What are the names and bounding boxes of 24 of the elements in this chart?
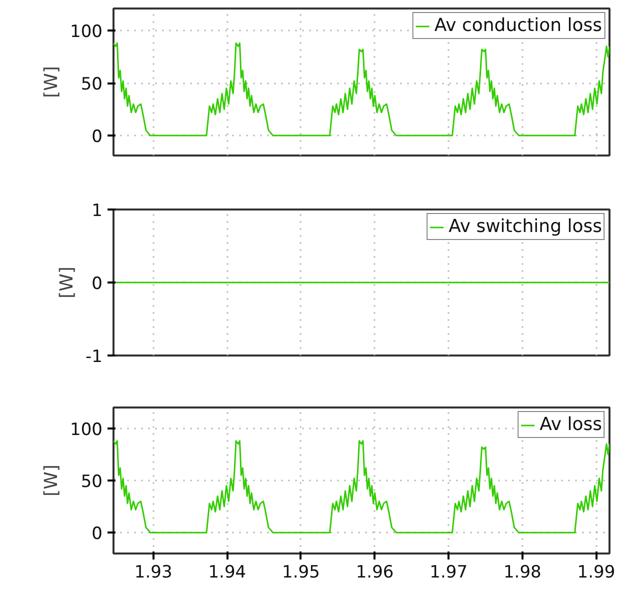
x-tick-label: 1.98	[503, 562, 542, 582]
line-series	[114, 440, 610, 534]
x-tick-label: 1.99	[577, 562, 616, 582]
x-tick-label: 1.97	[430, 562, 468, 582]
x-tick-label: 1.95	[282, 562, 320, 582]
y-tick-label: -1	[86, 347, 103, 367]
y-tick-label: 50	[80, 472, 103, 492]
y-axis-title: [W]	[56, 266, 78, 298]
legend-label: Av loss	[540, 414, 602, 435]
y-tick-label: 0	[92, 524, 103, 544]
y-tick-label: 50	[80, 74, 103, 95]
x-tick-label: 1.94	[208, 562, 246, 582]
y-tick-label: 100	[70, 22, 103, 42]
y-tick-label: 0	[92, 274, 103, 294]
y-tick-label: 0	[92, 127, 103, 148]
y-axis-title: [W]	[41, 464, 62, 496]
x-tick-label: 1.96	[356, 562, 394, 582]
legend-label: Av switching loss	[448, 216, 602, 237]
y-tick-label: 100	[70, 420, 103, 440]
x-tick-label: 1.93	[134, 562, 172, 582]
line-series	[114, 42, 610, 136]
y-axis-title: [W]	[41, 66, 62, 98]
y-tick-label: 1	[92, 201, 103, 221]
legend-label: Av conduction loss	[434, 15, 602, 36]
